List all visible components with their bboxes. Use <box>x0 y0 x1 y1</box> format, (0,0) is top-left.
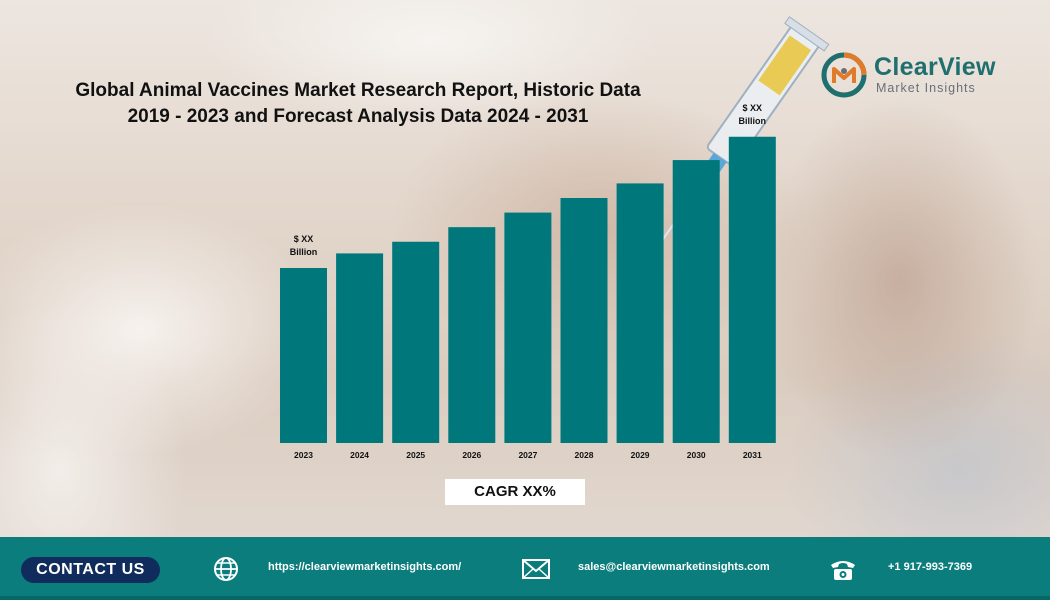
title-line-1: Global Animal Vaccines Market Research R… <box>75 80 641 101</box>
page-title: Global Animal Vaccines Market Research R… <box>30 78 686 130</box>
x-tick-label-2026: 2026 <box>462 450 481 460</box>
x-tick-label-2023: 2023 <box>294 450 313 460</box>
bar-2028 <box>560 198 608 443</box>
bar-2031 <box>728 136 776 443</box>
value-label-2031-line2: Billion <box>739 116 767 126</box>
x-tick-label-2031: 2031 <box>743 450 762 460</box>
contact-us-button[interactable]: CONTACT US <box>21 557 160 583</box>
brand-logo: ClearView Market Insights <box>820 51 1020 101</box>
value-label-2023-line2: Billion <box>290 247 318 257</box>
bar-2024 <box>336 253 384 443</box>
email-link[interactable]: sales@clearviewmarketinsights.com <box>578 561 770 573</box>
logo-subtitle: Market Insights <box>876 81 976 95</box>
bar-2026 <box>448 227 496 443</box>
bar-2029 <box>616 183 664 443</box>
x-tick-label-2029: 2029 <box>631 450 650 460</box>
cagr-label: CAGR XX% <box>445 479 585 505</box>
x-tick-label-2028: 2028 <box>575 450 594 460</box>
logo-mark-icon <box>821 52 867 98</box>
phone-number[interactable]: +1 917-993-7369 <box>888 561 973 573</box>
x-tick-label-2027: 2027 <box>518 450 537 460</box>
logo-name: ClearView <box>874 53 996 81</box>
phone-icon <box>831 561 855 580</box>
bar-2025 <box>392 241 440 443</box>
bar-2027 <box>504 212 552 443</box>
title-line-2: 2019 - 2023 and Forecast Analysis Data 2… <box>127 106 589 127</box>
globe-icon <box>214 557 238 581</box>
contact-footer: CONTACT US https://clearviewmarketinsigh… <box>0 537 1050 600</box>
bar-2030 <box>672 160 720 444</box>
website-link[interactable]: https://clearviewmarketinsights.com/ <box>268 561 462 573</box>
bar-2023 <box>280 268 327 443</box>
x-tick-label-2030: 2030 <box>687 450 706 460</box>
mail-icon <box>522 559 550 579</box>
x-tick-label-2025: 2025 <box>406 450 425 460</box>
value-label-2023-line1: $ XX <box>294 234 314 244</box>
value-label-2031-line1: $ XX <box>743 103 763 113</box>
x-tick-label-2024: 2024 <box>350 450 369 460</box>
market-bar-chart: 2023 2024 2025 2026 2027 2028 2029 2030 2031 $ X… <box>280 103 776 460</box>
